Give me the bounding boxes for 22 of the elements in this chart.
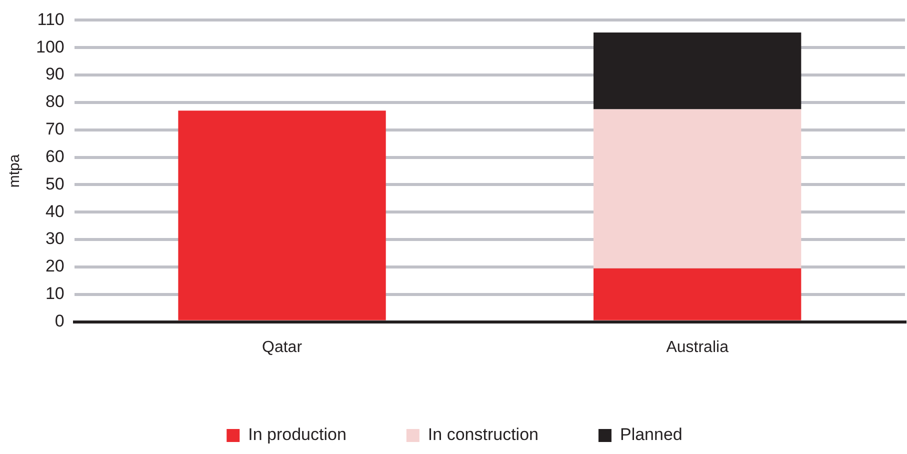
y-tick-label: 80 [45,92,64,112]
legend-label: Planned [620,425,682,444]
y-tick-label: 100 [36,37,64,56]
y-tick-label: 40 [45,202,64,221]
y-tick-label: 90 [45,64,64,84]
bar [178,110,386,320]
y-axis-title: mtpa [6,154,24,188]
y-tick-label: 50 [45,174,64,194]
bar [594,268,802,320]
y-tick-label: 30 [45,229,64,248]
y-tick-label: 10 [45,284,64,304]
y-tick-label: 20 [45,256,64,276]
legend-label: In production [248,425,346,444]
bar [594,32,802,110]
y-tick-label: 0 [54,311,64,330]
y-tick-label: 70 [45,120,64,139]
bar [594,109,802,268]
y-tick-label: 110 [37,10,64,29]
y-tick-label: 60 [45,146,64,166]
x-tick-label: Qatar [262,338,303,356]
legend-label: In construction [428,425,538,444]
x-tick-label: Australia [666,338,729,356]
